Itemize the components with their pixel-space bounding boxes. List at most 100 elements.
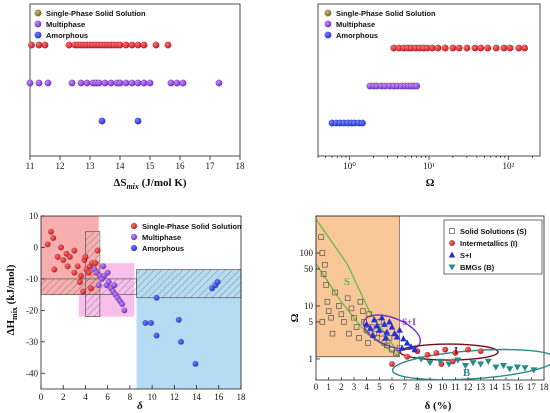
- p1-point: [77, 79, 85, 87]
- p4-point-s-plus-i: [403, 339, 411, 346]
- p3-hatch-right: [136, 269, 242, 299]
- p2-point: [358, 119, 366, 127]
- p1-xtick-label: 16: [176, 161, 186, 171]
- p1-legend-marker: [34, 31, 42, 39]
- p3-ytick-label: -30: [26, 337, 38, 347]
- p4-point-s-plus-i: [400, 335, 407, 342]
- p3-legend-label: Amorphous: [142, 244, 184, 253]
- p3-ytick-label: -20: [26, 305, 38, 315]
- p4-point-bmg: [436, 358, 444, 365]
- p4-legend-label: Solid Solutions (S): [460, 227, 527, 236]
- p1-point: [116, 41, 124, 49]
- p4-point-bmg: [426, 360, 434, 367]
- p4-xtick-label: 11: [451, 382, 460, 392]
- p4-region-label-b: B: [463, 367, 471, 379]
- p1-xtick-label: 11: [26, 161, 35, 171]
- p1-point: [140, 41, 148, 49]
- p4-point-solid-solution: [341, 319, 347, 325]
- p3-point: [54, 253, 61, 260]
- p4-region-label-s: S: [344, 276, 350, 288]
- p4-xtick-label: 0: [314, 382, 319, 392]
- p3-point: [192, 360, 199, 367]
- p1-point: [44, 79, 52, 87]
- p4-region-label-i: I: [454, 346, 458, 357]
- p3-xtick-label: 0: [39, 392, 44, 402]
- p3-point: [51, 266, 58, 273]
- p1-point: [68, 79, 76, 87]
- p2-legend-marker: [324, 31, 332, 39]
- p4-point-s-plus-i: [396, 326, 403, 333]
- p4-point-s-plus-i: [411, 346, 419, 353]
- p4-point-solid-solution: [389, 346, 395, 353]
- p3-point: [50, 235, 57, 242]
- p1-point: [152, 41, 160, 49]
- p4-legend-marker: [448, 251, 456, 258]
- p4-point-intermetallic: [442, 346, 449, 353]
- panel-enthalpy-delta-scatter: δ ΔHmix (kJ/mol) 0 2 4 6 8 10 12 14 16 18 10 0 -10 -2…: [5, 211, 246, 412]
- p3-point: [71, 247, 78, 254]
- p4-point-solid-solution: [332, 289, 338, 296]
- p2-point: [477, 44, 485, 52]
- p4-legend-marker: [449, 239, 456, 246]
- p2-point: [413, 82, 421, 90]
- p2-point: [455, 44, 463, 52]
- p4-legend-label: S+I: [460, 251, 471, 260]
- p3-ytick-label: 0: [34, 242, 39, 252]
- p3-legend-marker: [130, 233, 138, 241]
- p1-point: [215, 79, 223, 87]
- panel-omega-scatter: Ω 10⁰ 10¹ 10² Single-Phase Solid Solution Mu…: [317, 3, 541, 189]
- p4-point-s-plus-i: [369, 331, 377, 338]
- p4-point-solid-solution: [346, 330, 352, 337]
- p4-point-s-plus-i: [383, 328, 391, 335]
- p4-point-solid-solution: [318, 234, 324, 240]
- p4-point-bmg: [530, 367, 538, 374]
- p1-point: [116, 79, 124, 87]
- p4-point-s-plus-i: [407, 343, 415, 350]
- p4-ytick-label: 1: [309, 354, 314, 364]
- p3-ytick-label: -10: [26, 274, 38, 284]
- panel-omega-delta-map: δ (%) Ω 0 1 2 3 4 5 6 7 8 9 10 11 12 13 14 15 16 17 181005…: [289, 215, 550, 412]
- p4-point-s-plus-i: [370, 316, 378, 323]
- p2-legend-label: Single-Phase Solid Solution: [336, 9, 436, 18]
- p3-xtick-label: 18: [237, 392, 247, 402]
- p4-xtick-label: 18: [540, 382, 550, 392]
- p4-xtick-label: 3: [352, 382, 357, 392]
- p2-point: [515, 44, 523, 52]
- p4-xtick-label: 16: [514, 382, 524, 392]
- p4-xtick-label: 15: [502, 382, 512, 392]
- p1-legend-label: Amorphous: [46, 31, 88, 40]
- p1-point: [140, 79, 148, 87]
- p3-point: [82, 253, 89, 260]
- p1-xlabel: ΔSmix (J/mol K): [113, 177, 186, 191]
- p4-point-intermetallic: [424, 351, 431, 358]
- p4-point-s-plus-i: [378, 314, 386, 321]
- p4-legend-label: Intermetallics (I): [460, 239, 518, 248]
- p3-point: [71, 269, 78, 276]
- p4-point-s-plus-i: [382, 334, 389, 341]
- p4-point-intermetallic: [465, 346, 472, 353]
- p1-point: [122, 41, 130, 49]
- p2-point: [484, 44, 492, 52]
- p2-legend-marker: [324, 9, 332, 17]
- p1-legend-label: Multiphase: [46, 20, 85, 29]
- p4-point-intermetallic: [389, 361, 396, 368]
- p4-region-label-s-plus-i: S+I: [402, 317, 416, 327]
- p4-xtick-label: 2: [339, 382, 344, 392]
- p4-point-s-plus-i: [398, 344, 406, 351]
- p4-point-solid-solution: [323, 282, 329, 288]
- p1-point: [65, 41, 73, 49]
- p3-xtick-label: 8: [128, 392, 133, 402]
- p4-point-bmg: [445, 361, 453, 368]
- p4-point-bmg: [484, 358, 492, 365]
- p3-point: [153, 294, 160, 301]
- p4-xtick-label: 17: [527, 382, 537, 392]
- p3-xtick-label: 4: [83, 392, 88, 402]
- p4-xtick-label: 13: [476, 382, 486, 392]
- p4-point-solid-solution: [320, 271, 327, 277]
- p4-point-bmg: [461, 362, 470, 370]
- p4-xtick-label: 9: [428, 382, 433, 392]
- p2-point: [506, 44, 514, 52]
- p1-xtick-label: 18: [236, 161, 246, 171]
- p4-point-s-plus-i: [386, 318, 393, 325]
